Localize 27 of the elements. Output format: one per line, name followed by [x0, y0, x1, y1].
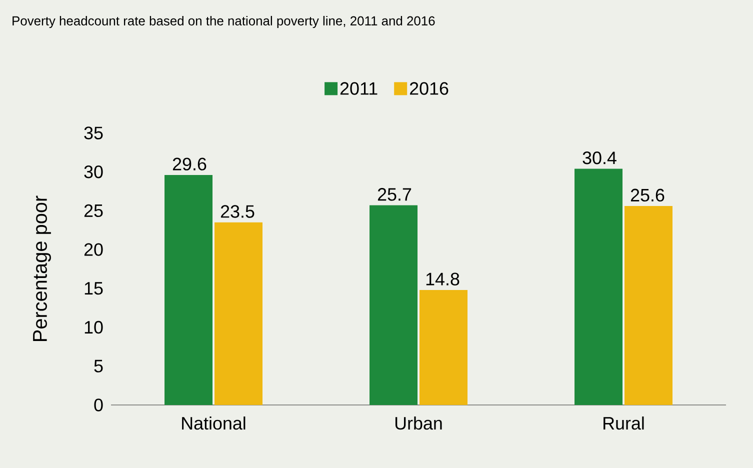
y-tick-label: 5 [94, 360, 103, 372]
data-label: 14.8 [426, 272, 460, 286]
x-tick-label: Rural [604, 416, 644, 430]
legend-label: 2011 [340, 82, 378, 95]
bar [420, 290, 468, 405]
chart-title: Poverty headcount rate based on the national poverty line, 2011 and 2016 [12, 16, 435, 28]
y-tick-label: 15 [84, 282, 103, 295]
y-tick-label: 20 [84, 243, 103, 256]
bar [370, 205, 418, 405]
bar [624, 206, 673, 405]
bar [164, 174, 213, 405]
data-label: 29.6 [172, 158, 206, 170]
data-label: 23.5 [220, 205, 254, 218]
data-label: 30.4 [582, 152, 616, 164]
data-label: 25.7 [378, 188, 412, 201]
legend-label: 2016 [410, 82, 448, 95]
y-axis-title: Percentage poor [33, 196, 51, 342]
y-tick-label: 10 [84, 320, 103, 334]
data-label: 25.6 [630, 188, 664, 202]
bar [214, 222, 263, 405]
bar [574, 168, 623, 405]
y-tick-label: 0 [94, 398, 103, 412]
y-tick-label: 35 [84, 126, 103, 140]
y-tick-label: 25 [84, 204, 103, 218]
y-tick-label: 30 [84, 165, 103, 178]
x-tick-label: National [182, 416, 246, 430]
x-tick-label: Urban [395, 416, 442, 430]
